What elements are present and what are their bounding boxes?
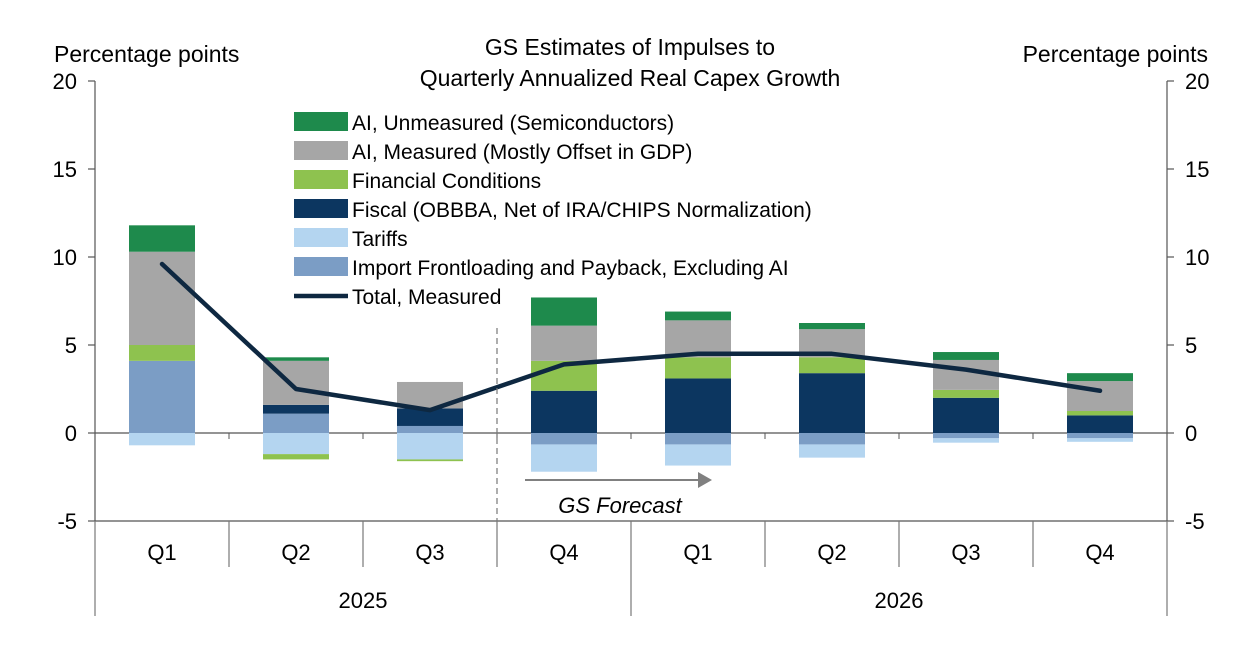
bar-segment [933, 433, 999, 439]
forecast-annotation-group: GS Forecast [496, 328, 712, 521]
bar-segment [799, 433, 865, 445]
x-category-label: Q1 [683, 540, 712, 565]
left-tick-label: 15 [53, 157, 77, 182]
bar-segment [129, 345, 195, 361]
bar-segment [397, 425, 463, 433]
x-category-label: Q4 [549, 540, 578, 565]
left-tick-label: 5 [65, 333, 77, 358]
bar-segment [665, 444, 731, 466]
left-axis-unit-label: Percentage points [54, 41, 239, 67]
bar-segment [263, 433, 329, 455]
bar-segment [933, 438, 999, 443]
forecast-label: GS Forecast [558, 493, 682, 518]
bar-segment [531, 433, 597, 445]
axes-group: -5 -5 0 0 5 5 10 10 15 15 20 20 Q1 Q2 Q3 Q4 Q1 Q2 Q3 Q4 2025… [53, 69, 1209, 616]
legend-swatch [294, 257, 348, 276]
bar-segment [665, 357, 731, 379]
left-tick-label: 0 [65, 421, 77, 446]
bar-segment [933, 352, 999, 360]
x-category-label: Q3 [951, 540, 980, 565]
x-category-label: Q1 [147, 540, 176, 565]
bar-segment [263, 357, 329, 361]
bar-segment [665, 320, 731, 358]
bar-segment [1067, 415, 1133, 433]
legend-label: Financial Conditions [352, 170, 541, 193]
bar-segment [129, 360, 195, 433]
legend-label: AI, Measured (Mostly Offset in GDP) [352, 141, 692, 164]
bar-segment [263, 454, 329, 460]
bar-segment [129, 251, 195, 345]
bar-segment [1067, 433, 1133, 439]
x-group-label: 2026 [875, 588, 924, 613]
legend-label: Import Frontloading and Payback, Excludi… [352, 257, 789, 280]
bars-group [129, 225, 1133, 472]
x-group-label: 2025 [339, 588, 388, 613]
legend-label: Total, Measured [352, 286, 501, 309]
left-tick-label: 20 [53, 69, 77, 94]
legend-swatch [294, 141, 348, 160]
bar-segment [397, 433, 463, 460]
right-tick-label: -5 [1185, 509, 1205, 534]
bar-segment [665, 433, 731, 445]
left-tick-label: 10 [53, 245, 77, 270]
x-category-label: Q3 [415, 540, 444, 565]
legend-swatch [294, 112, 348, 131]
right-tick-label: 10 [1185, 245, 1209, 270]
bar-segment [531, 390, 597, 433]
total-measured-line [159, 261, 1103, 413]
forecast-arrow-head [698, 472, 712, 488]
bar-segment [1067, 373, 1133, 382]
bar-segment [665, 311, 731, 321]
bar-segment [397, 459, 463, 462]
legend-group: AI, Unmeasured (Semiconductors) AI, Measu… [294, 112, 812, 309]
x-category-label: Q2 [817, 540, 846, 565]
bar-segment [665, 378, 731, 433]
bar-segment [129, 225, 195, 252]
bar-segment [397, 408, 463, 426]
left-tick-label: -5 [57, 509, 77, 534]
bar-segment [799, 323, 865, 330]
legend-swatch [294, 199, 348, 218]
bar-segment [799, 357, 865, 374]
x-category-label: Q2 [281, 540, 310, 565]
bar-segment [933, 397, 999, 433]
right-tick-label: 20 [1185, 69, 1209, 94]
right-axis-unit-label: Percentage points [1023, 41, 1208, 67]
bar-segment [531, 297, 597, 326]
bar-segment [531, 444, 597, 472]
legend-swatch [294, 170, 348, 189]
chart-title-line-2: Quarterly Annualized Real Capex Growth [420, 65, 841, 91]
bar-segment [799, 373, 865, 433]
right-tick-label: 0 [1185, 421, 1197, 446]
bar-segment [933, 389, 999, 398]
bar-segment [263, 404, 329, 414]
bar-segment [263, 413, 329, 433]
total-line-group [159, 261, 1103, 413]
bar-segment [129, 433, 195, 446]
x-category-label: Q4 [1085, 540, 1114, 565]
legend-label: Fiscal (OBBBA, Net of IRA/CHIPS Normaliz… [352, 199, 812, 222]
bar-segment [1067, 411, 1133, 416]
bar-segment [1067, 438, 1133, 442]
legend-label: Tariffs [352, 228, 408, 251]
right-tick-label: 5 [1185, 333, 1197, 358]
chart-title-line-1: GS Estimates of Impulses to [485, 34, 775, 60]
right-tick-label: 15 [1185, 157, 1209, 182]
legend-swatch [294, 228, 348, 247]
bar-segment [799, 444, 865, 458]
legend-label: AI, Unmeasured (Semiconductors) [352, 112, 674, 135]
bar-segment [531, 325, 597, 361]
